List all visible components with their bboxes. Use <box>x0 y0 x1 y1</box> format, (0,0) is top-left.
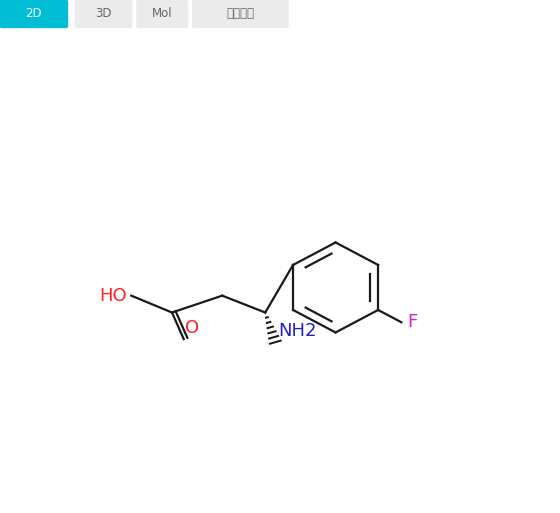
Text: O: O <box>185 319 199 337</box>
Text: F: F <box>407 313 417 331</box>
Text: 2D: 2D <box>26 7 42 21</box>
Text: 3D: 3D <box>95 7 112 21</box>
Text: 相似结构: 相似结构 <box>226 7 254 21</box>
Text: HO: HO <box>100 287 127 305</box>
FancyBboxPatch shape <box>0 0 68 28</box>
FancyBboxPatch shape <box>136 0 188 28</box>
Text: Mol: Mol <box>152 7 172 21</box>
Text: NH2: NH2 <box>278 322 316 340</box>
FancyBboxPatch shape <box>192 0 289 28</box>
FancyBboxPatch shape <box>75 0 132 28</box>
